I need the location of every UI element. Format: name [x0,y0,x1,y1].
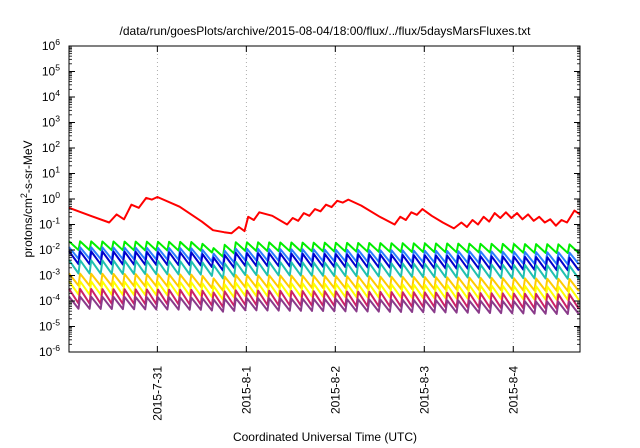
y-tick-label: 105 [42,63,60,79]
series-layer [68,196,581,315]
x-tick-label: 2015-7-31 [150,366,164,421]
y-tick-label: 10-5 [39,318,60,334]
series-line-4 [68,259,580,280]
series-line-0 [68,196,581,235]
x-tick-label: 2015-8-1 [239,366,253,414]
chart-title: /data/run/goesPlots/archive/2015-08-04/1… [120,24,532,38]
x-tick-label: 2015-8-3 [417,366,431,414]
series-line-3 [68,250,580,272]
y-axis-label: protons/cm2-s-sr-MeV [19,140,35,257]
y-tick-label: 104 [42,88,60,104]
y-tick-label: 103 [42,114,60,130]
axis-ticks: 2015-7-31 2015-8-1 2015-8-2 2015-8-3 2015-8-… [39,37,580,421]
y-tick-label: 10-3 [39,267,60,283]
y-tick-label: 10-4 [39,292,60,308]
y-tick-label: 101 [42,165,60,181]
y-tick-label: 10-6 [39,343,60,359]
series-line-6 [68,280,580,301]
series-line-1 [68,240,580,258]
grid-lines [156,46,514,352]
y-tick-label: 10-2 [39,241,60,257]
x-tick-label: 2015-8-4 [506,366,520,414]
y-tick-label: 10-1 [39,216,60,232]
y-tick-label: 102 [42,139,60,155]
y-tick-label: 106 [42,37,60,53]
y-tick-label: 100 [42,190,60,206]
plot-frame [68,45,581,353]
series-line-5 [68,272,580,292]
x-axis-label: Coordinated Universal Time (UTC) [233,430,417,444]
series-line-8 [68,295,580,315]
y-axis-label-text: protons/cm2-s-sr-MeV [19,140,35,257]
x-tick-label: 2015-8-2 [328,366,342,414]
